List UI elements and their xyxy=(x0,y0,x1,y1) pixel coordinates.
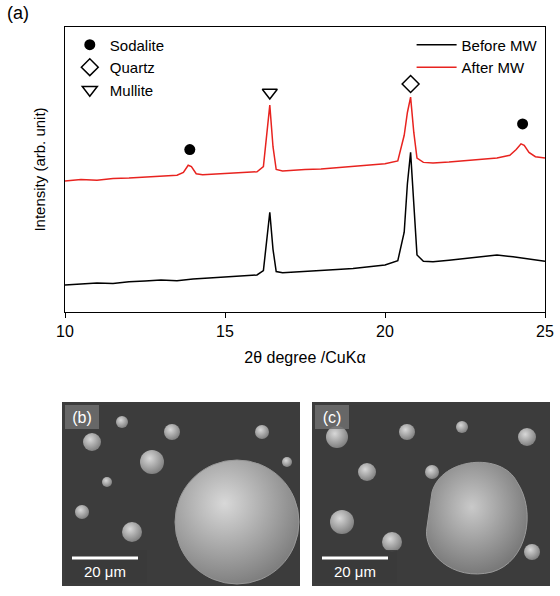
svg-text:After MW: After MW xyxy=(462,59,525,76)
svg-text:15: 15 xyxy=(216,323,234,340)
svg-text:20: 20 xyxy=(376,323,394,340)
svg-text:Quartz: Quartz xyxy=(110,59,155,76)
svg-text:Before MW: Before MW xyxy=(462,37,538,54)
svg-text:Sodalite: Sodalite xyxy=(110,37,164,54)
svg-text:2θ degree /CuKα: 2θ degree /CuKα xyxy=(244,349,365,366)
svg-text:(a): (a) xyxy=(7,3,29,23)
svg-text:25: 25 xyxy=(536,323,554,340)
svg-text:Intensity (arb. unit): Intensity (arb. unit) xyxy=(31,107,48,231)
svg-text:Mullite: Mullite xyxy=(110,82,153,99)
svg-text:20 μm: 20 μm xyxy=(84,563,126,580)
svg-text:(b): (b) xyxy=(72,409,92,426)
svg-text:20 μm: 20 μm xyxy=(334,563,376,580)
svg-text:(c): (c) xyxy=(323,409,342,426)
svg-text:10: 10 xyxy=(56,323,74,340)
